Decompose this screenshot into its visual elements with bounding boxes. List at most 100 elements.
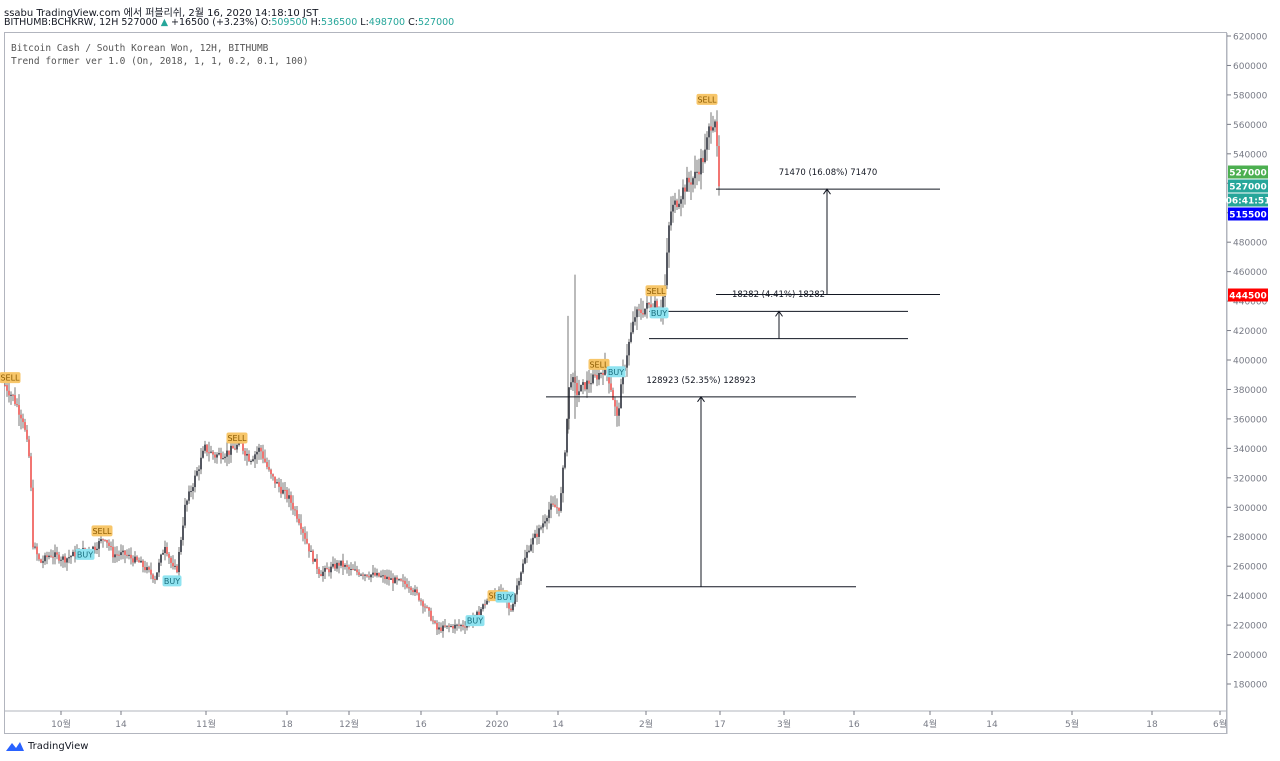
candle-body [372,572,374,575]
candle-body [272,474,274,477]
legend-title: Bitcoin Cash / South Korean Won, 12H, BI… [11,43,269,54]
time-tick-label: 16 [848,720,860,730]
candle-body [282,489,284,494]
candle-body [486,600,488,605]
candle-body [610,383,612,391]
candle-body [94,546,96,551]
candle-body [578,391,580,396]
time-tick-label: 14 [115,720,127,730]
candle-body [398,579,400,581]
candle-body [228,450,230,455]
candle-body [72,551,74,557]
candle-body [552,503,554,505]
candle-body [576,382,578,396]
price-tick-label: 180000 [1233,681,1268,691]
candle-body [598,373,600,380]
time-axis: 10월 14 11월 18 12월 16 2020 14 2월 17 3월 16 4월 14 5월 18 6월 [5,710,1227,730]
candle-body [8,390,10,396]
candle-body [146,567,148,571]
price-chart[interactable]: 128923 (52.35%) 128923 18282 (4.41%) 1828… [0,0,1280,740]
time-tick-label: 5월 [1065,718,1079,730]
candle-body [676,200,678,208]
candle-body [448,625,450,627]
candle-body [640,309,642,314]
candle-body [264,458,266,462]
candle-body [642,313,644,315]
candle-body [222,458,224,460]
time-tick-label: 12월 [339,718,359,730]
candle-body [300,523,302,529]
candle-body [284,489,286,491]
close-value: 527000 [417,17,455,28]
candle-body [36,546,38,555]
candle-body [256,451,258,455]
candle-body [64,556,66,563]
candle-body [218,453,220,455]
candle-body [696,171,698,173]
tradingview-logo[interactable]: TradingView [5,740,88,752]
candle-body [246,453,248,456]
signal-box [588,358,610,370]
candle-body [482,604,484,610]
candle-body [390,578,392,580]
candle-body [568,387,570,419]
price-tick-label: 480000 [1233,239,1268,249]
candle-body [352,568,354,570]
price-tag-box [1228,207,1268,221]
time-tick-label: 18 [281,720,293,730]
candle-body [280,486,282,494]
candle-body [124,550,126,555]
candle-body [444,625,446,627]
candle-body [24,422,26,430]
candle-body [170,557,172,563]
candle-body [116,554,118,556]
candle-body [388,576,390,580]
candle-body [380,575,382,577]
candle-body [308,543,310,552]
candle-body [158,562,160,573]
price-tag-label: 06:41:51 [1226,197,1271,207]
candle-body [430,610,432,621]
candle-body [596,375,598,380]
candle-body [618,408,620,416]
price-tag: 515500 [1228,207,1268,221]
candle-body [144,566,146,571]
candle-body [242,443,244,451]
candle-body [266,461,268,467]
price-tick-label: 220000 [1233,622,1268,632]
price-tick-label: 540000 [1233,150,1268,160]
candle-body [224,456,226,459]
buy-signal: BUY [465,615,485,627]
signal-box [0,372,21,384]
candle-body [678,203,680,208]
candle-body [704,149,706,163]
candle-body [194,475,196,488]
candle-body [320,574,322,577]
price-tick-label: 580000 [1233,91,1268,101]
candle-body [608,373,610,384]
candle-body [250,461,252,463]
candle-body [102,539,104,541]
candle-body [30,456,32,488]
candle-body [702,158,704,163]
candle-body [650,304,652,308]
candle-body [294,509,296,511]
price-tick-label: 400000 [1233,357,1268,367]
candle-body [364,574,366,576]
publish-info: ssabu TradingView.com 에서 퍼블리쉬, 2월 16, 20… [4,8,319,19]
candle-body [458,624,460,626]
candle-body [200,457,202,470]
candle-body [524,557,526,564]
measure-arrow-head [697,395,705,403]
tradingview-brand: TradingView [28,740,89,752]
candle-body [634,317,636,322]
candle-body [478,611,480,615]
candle-body [626,355,628,368]
candle-body [254,454,256,460]
time-tick-label: 4월 [923,718,937,730]
candle-body [164,546,166,553]
candle-body [314,558,316,562]
candle-body [322,571,324,577]
candle-body [16,404,18,406]
candle-body [132,558,134,563]
